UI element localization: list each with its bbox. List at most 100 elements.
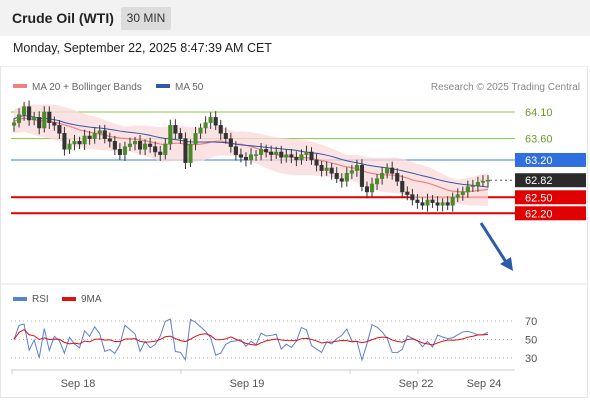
timeframe-badge[interactable]: 30 MIN <box>121 7 171 30</box>
candle-body <box>208 117 213 123</box>
candle-body <box>62 133 67 150</box>
candle-body <box>158 151 163 155</box>
candle <box>359 159 364 192</box>
candle-body <box>107 138 112 142</box>
candle-body <box>102 130 107 139</box>
candle-body <box>188 143 193 163</box>
chart-panel <box>0 66 588 398</box>
candle-body <box>349 170 354 174</box>
candle-body <box>269 151 274 155</box>
candle <box>183 132 188 169</box>
candle <box>228 132 233 153</box>
level-badge-62.82 <box>515 173 586 188</box>
candle-body <box>173 125 178 134</box>
candle <box>238 148 243 163</box>
candle-body <box>67 143 72 150</box>
candle-body <box>299 154 304 161</box>
rsi-ma9-line <box>13 328 489 346</box>
legend-9ma-swatch <box>62 297 76 301</box>
candle-body <box>309 151 314 161</box>
candle-body <box>294 157 299 161</box>
candle-body <box>168 125 173 145</box>
candle-body <box>203 122 208 129</box>
candle-body <box>390 167 395 174</box>
candle <box>445 196 450 211</box>
level-label-62.50: 62.50 <box>525 192 553 204</box>
candle-body <box>279 151 284 158</box>
candle-body <box>274 151 279 155</box>
candle <box>143 139 148 156</box>
candle-body <box>460 191 465 195</box>
legend-9ma-label: 9MA <box>81 294 102 305</box>
candle-body <box>334 173 339 179</box>
candle <box>122 141 127 161</box>
legend-ma50-label: MA 50 <box>175 82 204 93</box>
candle-body <box>440 202 445 206</box>
level-badge-63.20 <box>515 152 586 167</box>
candle-body <box>218 125 223 134</box>
candle-body <box>32 117 37 121</box>
candle <box>193 126 198 151</box>
candle <box>289 148 294 164</box>
candle <box>72 134 77 151</box>
candle-body <box>314 159 319 166</box>
candle <box>47 106 52 129</box>
candle-body <box>178 133 183 139</box>
candle <box>395 168 400 186</box>
candle-body <box>198 127 203 134</box>
candle-body <box>319 165 324 171</box>
candle-body <box>369 183 375 193</box>
candle-body <box>112 141 117 150</box>
candle <box>77 136 82 150</box>
candle <box>16 108 22 128</box>
candle-body <box>259 149 264 155</box>
candle <box>148 137 153 153</box>
candle <box>304 145 309 162</box>
x-label-sep-18: Sep 18 <box>61 378 96 390</box>
candle <box>102 124 107 144</box>
rsi-tick-50: 50 <box>525 335 537 347</box>
candle-body <box>435 202 440 206</box>
candle <box>67 139 72 154</box>
candle-body <box>132 141 138 145</box>
candle-body <box>465 186 470 193</box>
ma50-line <box>13 114 489 188</box>
candle <box>480 175 486 187</box>
candle <box>274 146 279 160</box>
candle <box>435 196 440 212</box>
candle <box>107 132 112 148</box>
candle <box>314 153 319 172</box>
candle <box>339 173 344 188</box>
candle <box>117 143 122 161</box>
candle <box>354 159 359 177</box>
candle-body <box>485 179 491 182</box>
candle <box>380 166 385 185</box>
credit-text: Research © 2025 Trading Central <box>431 82 580 93</box>
candle-body <box>16 114 22 123</box>
candle <box>405 186 410 201</box>
candle-body <box>163 143 168 155</box>
candle <box>455 188 460 203</box>
candle-body <box>380 173 385 179</box>
candle <box>32 112 37 126</box>
candle-body <box>11 122 17 126</box>
candle <box>375 174 380 190</box>
candle-body <box>27 106 32 121</box>
candle <box>203 116 208 134</box>
candle-body <box>82 135 87 145</box>
candle-body <box>344 173 349 182</box>
candle <box>324 161 329 176</box>
candle <box>294 151 299 167</box>
candle <box>11 118 17 132</box>
candle <box>208 112 213 129</box>
candle <box>430 195 435 208</box>
candle <box>440 198 445 212</box>
candle-body <box>42 111 47 129</box>
candle-body <box>385 167 390 174</box>
level-label-63.60: 63.60 <box>525 134 553 146</box>
candle-body <box>228 138 233 147</box>
candle <box>253 150 259 161</box>
level-badge-62.20 <box>515 206 586 221</box>
candle-body <box>415 199 420 203</box>
